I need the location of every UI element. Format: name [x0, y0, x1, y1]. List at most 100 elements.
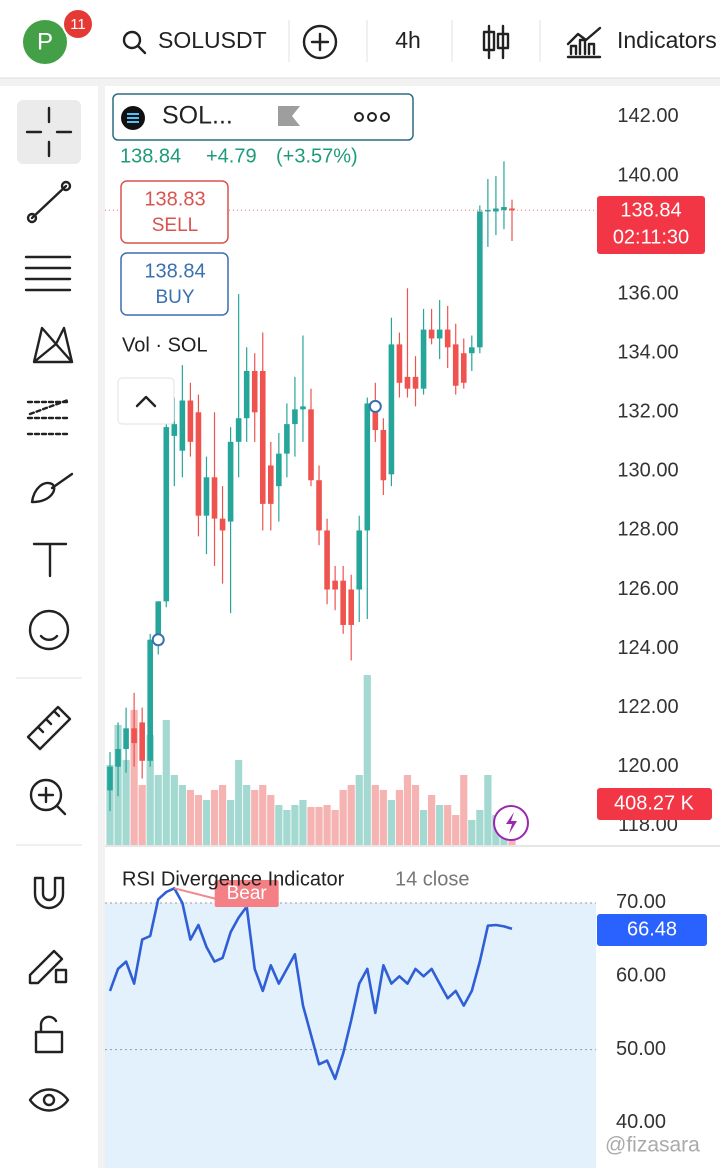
- last-price: 138.84: [120, 145, 181, 167]
- candle-body: [139, 722, 145, 761]
- candle-body: [292, 409, 298, 425]
- buy-button[interactable]: [120, 252, 229, 316]
- volume-bar: [194, 795, 203, 845]
- y-tick-label: 134.00: [617, 342, 678, 364]
- more-dot[interactable]: [354, 112, 364, 122]
- candle-body: [388, 344, 395, 475]
- divergence-label: Bear: [227, 883, 268, 904]
- volume-bar: [178, 785, 186, 845]
- candle-body: [259, 370, 266, 504]
- buy-label: BUY: [155, 287, 194, 308]
- avatar[interactable]: [23, 20, 67, 64]
- visibility-tool[interactable]: [28, 1088, 70, 1112]
- candle-body: [404, 376, 411, 389]
- last-price-label: 138.84: [620, 199, 681, 221]
- fib-tool[interactable]: [24, 255, 72, 292]
- y-tick-label: 40.00: [616, 1111, 666, 1133]
- volume-bar: [138, 785, 146, 845]
- candle-body: [428, 329, 435, 339]
- volume-bar: [468, 819, 476, 845]
- interval[interactable]: 4h: [395, 27, 421, 53]
- candle-body: [268, 465, 274, 504]
- candle-body: [356, 530, 363, 590]
- candle-body: [195, 412, 202, 516]
- candle-body: [493, 208, 499, 212]
- volume-bar: [363, 675, 371, 845]
- volume-bar: [347, 785, 355, 845]
- watermark: @fizasara: [605, 1134, 700, 1157]
- volume-bar: [355, 775, 363, 845]
- y-tick-label: 132.00: [617, 401, 678, 423]
- brush-tool[interactable]: [30, 472, 74, 504]
- plus-icon: [310, 32, 330, 52]
- volume-bar: [162, 719, 170, 845]
- more-dot: [367, 112, 377, 122]
- volume-bar: [259, 785, 267, 845]
- zoom-icon: [37, 786, 67, 816]
- emoji-tool[interactable]: [28, 609, 70, 651]
- chart-type-button[interactable]: [482, 24, 510, 60]
- rsi-last-label: 66.48: [627, 918, 677, 940]
- candle-body: [460, 353, 467, 383]
- volume-bar: [243, 785, 251, 845]
- candle-body: [485, 209, 491, 212]
- tool-selected: [17, 100, 81, 164]
- candle-body: [219, 518, 226, 531]
- candle-body: [469, 347, 475, 354]
- flag-icon[interactable]: [278, 106, 300, 126]
- candle-body: [171, 424, 178, 436]
- legend-symbol: SOL...: [162, 102, 233, 130]
- ruler-tool[interactable]: [26, 705, 72, 751]
- candle-body: [509, 208, 515, 211]
- volume-bar: [267, 795, 275, 845]
- candle-body: [243, 370, 250, 419]
- magnet-tool[interactable]: [33, 876, 65, 910]
- volume-bar: [283, 809, 291, 845]
- crosshair-tool[interactable]: [25, 106, 73, 158]
- volume-label: 408.27 K: [614, 792, 695, 814]
- volume-bar: [403, 775, 412, 845]
- candle-body: [187, 400, 194, 442]
- more-dot: [380, 112, 390, 122]
- search-icon[interactable]: [122, 30, 142, 50]
- toolbar: [0, 0, 720, 78]
- volume-bar: [411, 785, 420, 845]
- rsi-badge: [597, 914, 707, 946]
- forecast-tool[interactable]: [26, 398, 70, 436]
- candle-body: [420, 329, 427, 389]
- candle-body: [436, 329, 443, 339]
- sell-button[interactable]: [120, 180, 229, 244]
- lock-drawings-tool[interactable]: [28, 949, 68, 985]
- candle-body: [147, 639, 153, 761]
- volume-bar: [436, 805, 444, 845]
- candle-body: [227, 441, 234, 522]
- lightning-icon: [506, 812, 517, 834]
- pattern-tool[interactable]: [32, 326, 74, 364]
- symbol[interactable]: SOLUSDT: [158, 27, 267, 53]
- candle-body: [452, 344, 459, 386]
- volume-bar: [395, 789, 404, 845]
- add-symbol-button[interactable]: [302, 24, 338, 60]
- trend-line-tool[interactable]: [30, 184, 68, 220]
- volume-bar: [154, 775, 162, 845]
- rsi-subtitle: 14 close: [395, 868, 470, 890]
- indicators-icon[interactable]: [566, 26, 602, 59]
- bar-countdown: 02:11:30: [613, 226, 689, 248]
- candle-body: [300, 406, 306, 410]
- volume-bar: [428, 795, 436, 845]
- search-icon: [136, 44, 147, 55]
- y-tick-label: 60.00: [616, 965, 666, 987]
- text-tool[interactable]: [32, 542, 68, 578]
- indicators-button[interactable]: Indicators: [617, 27, 717, 53]
- volume-bar: [331, 809, 339, 845]
- volume-bar: [444, 805, 452, 845]
- symbol-legend[interactable]: [112, 93, 414, 141]
- candle-body: [372, 406, 379, 431]
- y-tick-label: 130.00: [617, 460, 678, 482]
- candle-body: [179, 400, 186, 451]
- notification-badge: [62, 8, 94, 40]
- collapse-button[interactable]: [117, 377, 175, 425]
- candle-body: [251, 370, 258, 413]
- lock-tool[interactable]: [34, 1015, 64, 1054]
- zoom-tool[interactable]: [29, 778, 63, 812]
